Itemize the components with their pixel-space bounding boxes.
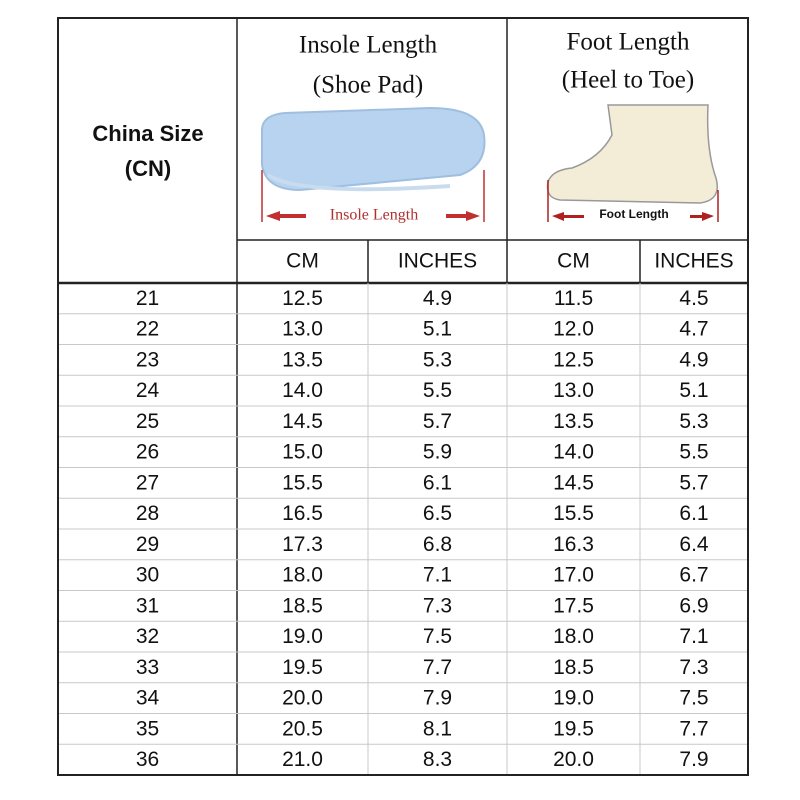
- cell: 5.3: [423, 348, 452, 371]
- foot-title: Foot Length: [567, 29, 690, 56]
- cell: 18.5: [282, 594, 323, 617]
- subcolumn-header: CM: [286, 250, 319, 273]
- cell: 14.0: [553, 441, 594, 464]
- cell: 5.1: [679, 379, 708, 402]
- cell: 17.3: [282, 533, 323, 556]
- cell: 4.5: [679, 287, 708, 310]
- cell: 12.5: [553, 348, 594, 371]
- size-label: China Size: [92, 121, 203, 146]
- cell: 30: [136, 564, 159, 587]
- table-body: 21 12.5 4.9 11.5 4.5 22 13.0 5.1 12.0 4.7 23 13.5 5.…: [58, 287, 748, 771]
- cell: 29: [136, 533, 159, 556]
- cell: 7.5: [679, 687, 708, 710]
- cell: 13.0: [282, 318, 323, 341]
- cell: 5.3: [679, 410, 708, 433]
- cell: 7.7: [423, 656, 452, 679]
- cell: 19.0: [282, 625, 323, 648]
- cell: 17.5: [553, 594, 594, 617]
- cell: 14.0: [282, 379, 323, 402]
- cell: 25: [136, 410, 159, 433]
- cell: 12.0: [553, 318, 594, 341]
- cell: 34: [136, 687, 160, 710]
- cell: 13.5: [282, 348, 323, 371]
- cell: 32: [136, 625, 159, 648]
- cell: 6.8: [423, 533, 452, 556]
- size-label: (CN): [125, 156, 171, 181]
- cell: 36: [136, 748, 159, 771]
- cell: 17.0: [553, 564, 594, 587]
- cell: 6.1: [679, 502, 708, 525]
- cell: 18.0: [282, 564, 323, 587]
- cell: 5.7: [679, 471, 708, 494]
- cell: 7.9: [423, 687, 452, 710]
- cell: 16.3: [553, 533, 594, 556]
- cell: 5.5: [423, 379, 452, 402]
- cell: 21: [136, 287, 159, 310]
- foot-title: (Heel to Toe): [562, 67, 694, 94]
- cell: 33: [136, 656, 159, 679]
- cell: 8.3: [423, 748, 452, 771]
- cell: 26: [136, 441, 159, 464]
- cell: 4.9: [679, 348, 708, 371]
- cell: 7.3: [423, 594, 452, 617]
- cell: 6.7: [679, 564, 708, 587]
- cell: 19.0: [553, 687, 594, 710]
- cell: 20.5: [282, 717, 323, 740]
- cell: 5.5: [679, 441, 708, 464]
- cell: 35: [136, 717, 159, 740]
- cell: 31: [136, 594, 159, 617]
- cell: 20.0: [553, 748, 594, 771]
- cell: 5.1: [423, 318, 452, 341]
- cell: 11.5: [554, 287, 593, 310]
- cell: 22: [136, 318, 159, 341]
- cell: 4.9: [423, 287, 452, 310]
- cell: 15.0: [282, 441, 323, 464]
- cell: 15.5: [282, 471, 323, 494]
- cell: 5.7: [423, 410, 452, 433]
- cell: 5.9: [423, 441, 452, 464]
- subcolumn-header: CM: [557, 250, 590, 273]
- cell: 19.5: [553, 717, 594, 740]
- cell: 13.0: [553, 379, 594, 402]
- cell: 27: [136, 471, 159, 494]
- subcolumn-header: INCHES: [654, 250, 733, 273]
- subcolumn-header: INCHES: [398, 250, 477, 273]
- cell: 7.7: [679, 717, 708, 740]
- cell: 18.5: [553, 656, 594, 679]
- cell: 8.1: [423, 717, 452, 740]
- cell: 7.9: [679, 748, 708, 771]
- cell: 15.5: [553, 502, 594, 525]
- cell: 14.5: [553, 471, 594, 494]
- cell: 19.5: [282, 656, 323, 679]
- cell: 6.1: [423, 471, 452, 494]
- cell: 18.0: [553, 625, 594, 648]
- cell: 6.5: [423, 502, 452, 525]
- cell: 7.5: [423, 625, 452, 648]
- cell: 24: [136, 379, 160, 402]
- foot-image-label: Foot Length: [599, 207, 668, 221]
- cell: 13.5: [553, 410, 594, 433]
- cell: 28: [136, 502, 159, 525]
- table-border: [57, 17, 749, 776]
- cell: 12.5: [282, 287, 323, 310]
- cell: 16.5: [282, 502, 323, 525]
- insole-image: [261, 106, 486, 222]
- cell: 6.4: [679, 533, 709, 556]
- insole-title: Insole Length: [299, 32, 438, 59]
- cell: 21.0: [282, 748, 323, 771]
- cell: 4.7: [679, 318, 708, 341]
- cell: 7.3: [679, 656, 708, 679]
- cell: 7.1: [423, 564, 452, 587]
- cell: 6.9: [679, 594, 708, 617]
- cell: 7.1: [679, 625, 708, 648]
- cell: 20.0: [282, 687, 323, 710]
- cell: 14.5: [282, 410, 323, 433]
- cell: 23: [136, 348, 159, 371]
- insole-image-label: Insole Length: [330, 207, 418, 224]
- insole-title: (Shoe Pad): [313, 72, 423, 99]
- foot-image: [546, 104, 719, 222]
